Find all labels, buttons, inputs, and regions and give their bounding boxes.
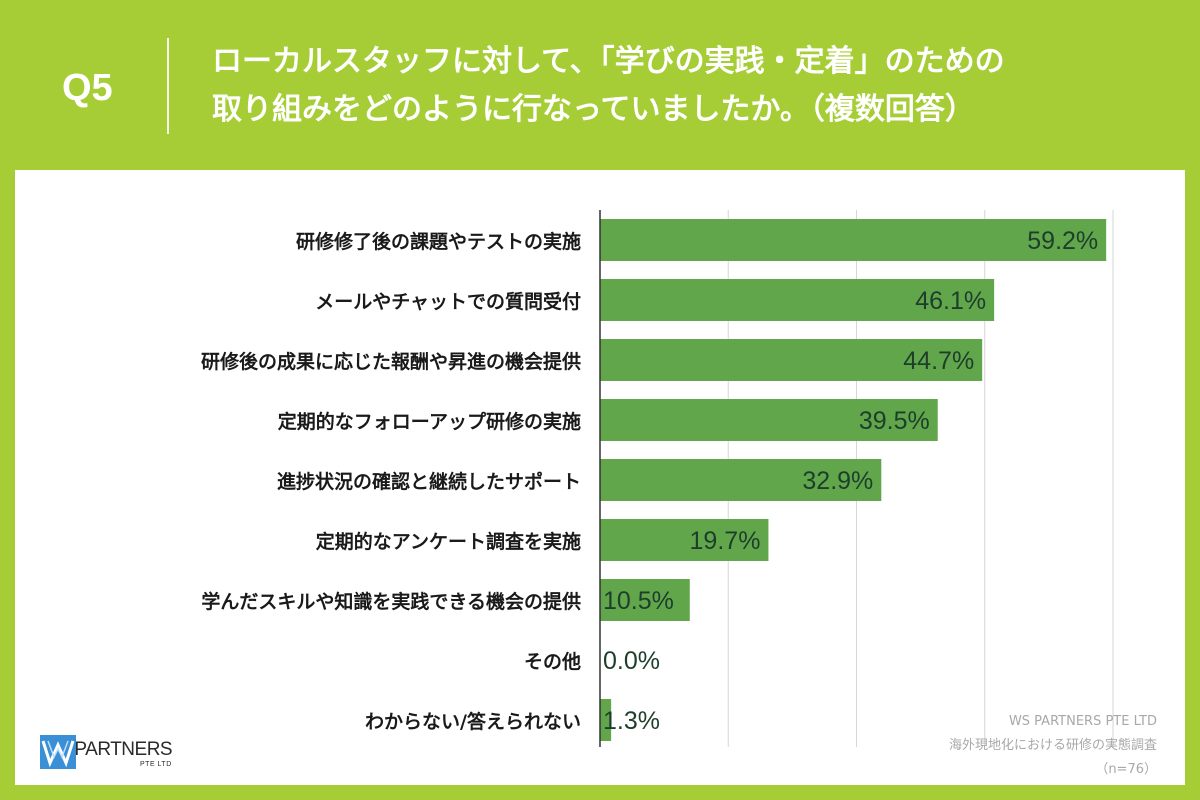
- category-label: 定期的なアンケート調査を実施: [316, 530, 581, 553]
- bar-value-label: 39.5%: [859, 407, 930, 435]
- bar: [600, 279, 995, 321]
- bar-value-label: 19.7%: [690, 527, 761, 555]
- source-company: WS PARTNERS PTE LTD: [1008, 714, 1157, 729]
- source-note: WS PARTNERS PTE LTD 海外現地化における研修の実態調査 （n=…: [949, 710, 1157, 782]
- category-label: その他: [524, 650, 581, 673]
- source-survey: 海外現地化における研修の実態調査: [948, 738, 1157, 753]
- question-title: ローカルスタッフに対して、「学びの実践・定着」のための 取り組みをどのように行な…: [212, 38, 1172, 134]
- bar-value-label: 1.3%: [603, 707, 660, 735]
- source-sample: （n=76）: [1095, 762, 1157, 777]
- category-label: 学んだスキルや知識を実践できる機会の提供: [201, 590, 581, 613]
- header-divider: [167, 38, 169, 134]
- bar: [600, 219, 1107, 261]
- brand-sub: PTE LTD: [140, 761, 172, 768]
- bar-value-label: 46.1%: [915, 287, 986, 315]
- question-title-line1: ローカルスタッフに対して、「学びの実践・定着」のための: [212, 44, 1005, 79]
- bar-value-label: 10.5%: [603, 587, 674, 615]
- bar: [600, 339, 983, 381]
- bar-value-label: 32.9%: [802, 467, 873, 495]
- bar-value-label: 0.0%: [603, 647, 660, 675]
- question-label: Q5: [62, 67, 113, 109]
- brand-w-mark-icon: [40, 735, 76, 769]
- category-label: 定期的なフォローアップ研修の実施: [278, 410, 581, 433]
- chart-panel: 研修修了後の課題やテストの実施 59.2% メールやチャットでの質問受付 46.1% 研…: [15, 170, 1185, 785]
- brand-logo: WS PARTNERS PTE LTD: [40, 735, 220, 775]
- category-label: 進捗状況の確認と継続したサポート: [277, 470, 581, 493]
- question-title-line2: 取り組みをどのように行なっていましたか。（複数回答）: [212, 92, 975, 127]
- bar-chart: 研修修了後の課題やテストの実施 59.2% メールやチャットでの質問受付 46.1% 研…: [201, 210, 1114, 747]
- bar: [600, 519, 769, 561]
- category-label: 研修後の成果に応じた報酬や昇進の機会提供: [201, 350, 581, 373]
- bar: [600, 459, 882, 501]
- bar: [600, 399, 938, 441]
- bar: [600, 699, 612, 741]
- category-label: わからない/答えられない: [365, 710, 581, 733]
- category-label: メールやチャットでの質問受付: [315, 290, 581, 313]
- bar: [600, 579, 690, 621]
- bar-value-label: 44.7%: [903, 347, 974, 375]
- bar-value-label: 59.2%: [1027, 227, 1098, 255]
- category-label: 研修修了後の課題やテストの実施: [296, 230, 581, 253]
